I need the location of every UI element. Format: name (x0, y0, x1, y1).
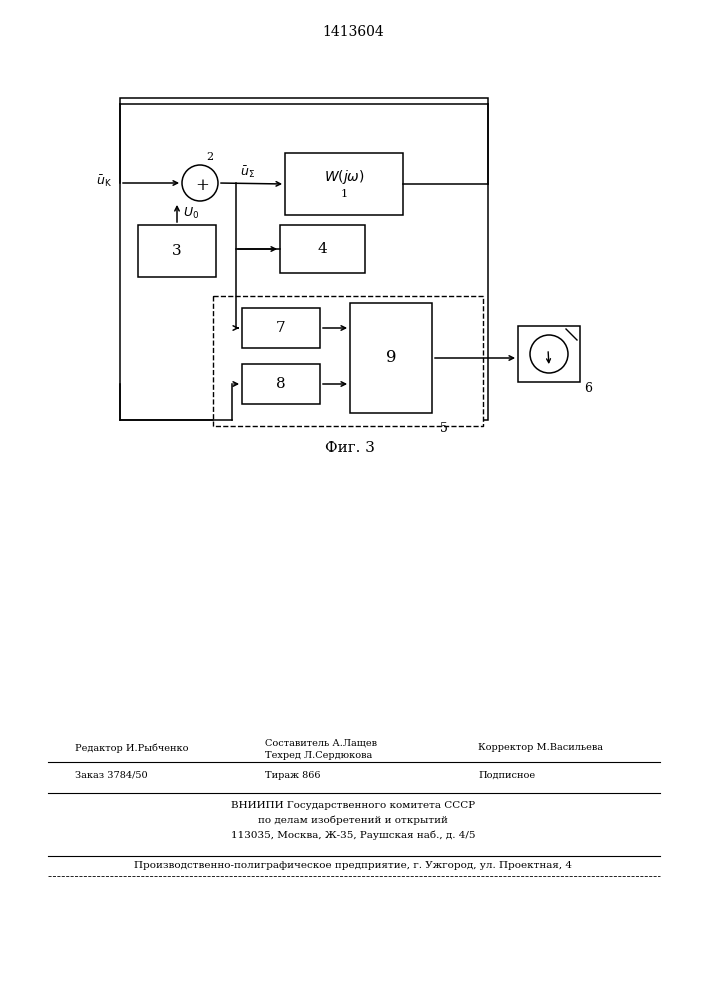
Text: Составитель А.Лащев: Составитель А.Лащев (265, 738, 377, 748)
Text: 113035, Москва, Ж-35, Раушская наб., д. 4/5: 113035, Москва, Ж-35, Раушская наб., д. … (230, 830, 475, 840)
Bar (242, 308, 320, 348)
Text: 5: 5 (440, 422, 448, 436)
Bar (138, 225, 216, 277)
Text: 1: 1 (341, 189, 348, 199)
Text: Техред Л.Сердюкова: Техред Л.Сердюкова (265, 752, 373, 760)
Text: 3: 3 (173, 244, 182, 258)
Bar (285, 153, 403, 215)
Bar (213, 296, 483, 426)
Bar (350, 303, 432, 413)
Bar (518, 326, 580, 382)
Text: Редактор И.Рыбченко: Редактор И.Рыбченко (75, 743, 189, 753)
Text: 9: 9 (386, 350, 396, 366)
Text: 2: 2 (206, 152, 214, 162)
Bar (280, 225, 365, 273)
Bar (120, 98, 488, 420)
Text: +: + (195, 178, 209, 194)
Text: ВНИИПИ Государственного комитета СССР: ВНИИПИ Государственного комитета СССР (231, 802, 475, 810)
Text: 1413604: 1413604 (322, 25, 384, 39)
Text: Корректор М.Васильева: Корректор М.Васильева (478, 744, 603, 752)
Text: Фиг. 3: Фиг. 3 (325, 441, 375, 455)
Text: 8: 8 (276, 377, 286, 391)
Text: Производственно-полиграфическое предприятие, г. Ужгород, ул. Проектная, 4: Производственно-полиграфическое предприя… (134, 861, 572, 870)
Text: Тираж 866: Тираж 866 (265, 770, 320, 780)
Text: $\bar{u}_\mathrm{K}$: $\bar{u}_\mathrm{K}$ (96, 173, 112, 189)
Text: 7: 7 (276, 321, 286, 335)
Text: $\bar{u}_\Sigma$: $\bar{u}_\Sigma$ (240, 164, 255, 180)
Text: 4: 4 (317, 242, 327, 256)
Text: $W(j\omega)$: $W(j\omega)$ (324, 168, 364, 186)
Text: по делам изобретений и открытий: по делам изобретений и открытий (258, 815, 448, 825)
Text: $U_0$: $U_0$ (183, 205, 199, 221)
Text: Подписное: Подписное (478, 770, 535, 780)
Circle shape (530, 335, 568, 373)
Circle shape (182, 165, 218, 201)
Bar (242, 364, 320, 404)
Text: 6: 6 (584, 381, 592, 394)
Text: Заказ 3784/50: Заказ 3784/50 (75, 770, 148, 780)
